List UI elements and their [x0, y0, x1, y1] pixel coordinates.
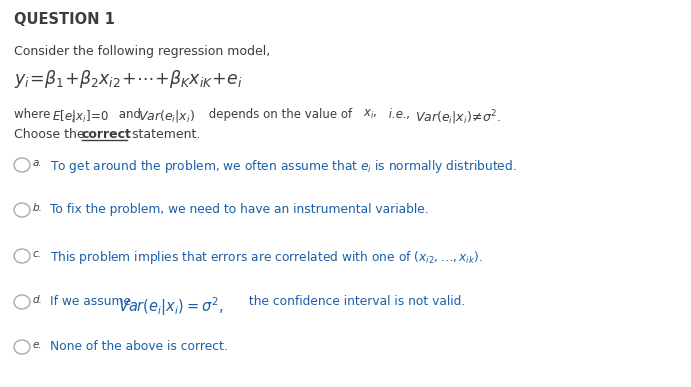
Text: i.e.,: i.e., — [385, 108, 414, 121]
Text: e.: e. — [33, 340, 43, 350]
Text: To get around the problem, we often assume that $e_i$ is normally distributed.: To get around the problem, we often assu… — [50, 158, 517, 175]
Text: where: where — [14, 108, 54, 121]
Text: $\mathit{Var}(e_i|x_i)$: $\mathit{Var}(e_i|x_i)$ — [138, 108, 195, 124]
Text: $\mathit{Var}(e_i|x_i) = \sigma^2,$: $\mathit{Var}(e_i|x_i) = \sigma^2,$ — [118, 295, 224, 318]
Text: If we assume: If we assume — [50, 295, 135, 308]
Text: b.: b. — [33, 203, 43, 213]
Text: and: and — [115, 108, 144, 121]
Text: depends on the value of: depends on the value of — [205, 108, 356, 121]
Text: $y_i\!=\!\beta_1\!+\!\beta_2 x_{i2}\!+\!\cdots\!+\!\beta_K x_{iK}\!+\!e_i$: $y_i\!=\!\beta_1\!+\!\beta_2 x_{i2}\!+\!… — [14, 68, 243, 90]
Text: statement.: statement. — [128, 128, 200, 141]
Text: $x_i,$: $x_i,$ — [363, 108, 377, 121]
Text: To fix the problem, we need to have an instrumental variable.: To fix the problem, we need to have an i… — [50, 203, 428, 216]
Text: the confidence interval is not valid.: the confidence interval is not valid. — [245, 295, 465, 308]
Text: QUESTION 1: QUESTION 1 — [14, 12, 115, 27]
Text: c.: c. — [33, 249, 42, 259]
Text: None of the above is correct.: None of the above is correct. — [50, 340, 228, 353]
Text: $\mathit{Var}(e_i|x_i)\!\neq\!\sigma^2.$: $\mathit{Var}(e_i|x_i)\!\neq\!\sigma^2.$ — [415, 108, 501, 127]
Text: Consider the following regression model,: Consider the following regression model, — [14, 45, 270, 58]
Text: correct: correct — [82, 128, 132, 141]
Text: $E[e_i\!|x_i]\!=\!0$: $E[e_i\!|x_i]\!=\!0$ — [52, 108, 109, 124]
Text: a.: a. — [33, 158, 43, 168]
Text: Choose the: Choose the — [14, 128, 88, 141]
Text: d.: d. — [33, 295, 43, 305]
Text: This problem implies that errors are correlated with one of $(x_{i2}, \ldots, x_: This problem implies that errors are cor… — [50, 249, 483, 266]
